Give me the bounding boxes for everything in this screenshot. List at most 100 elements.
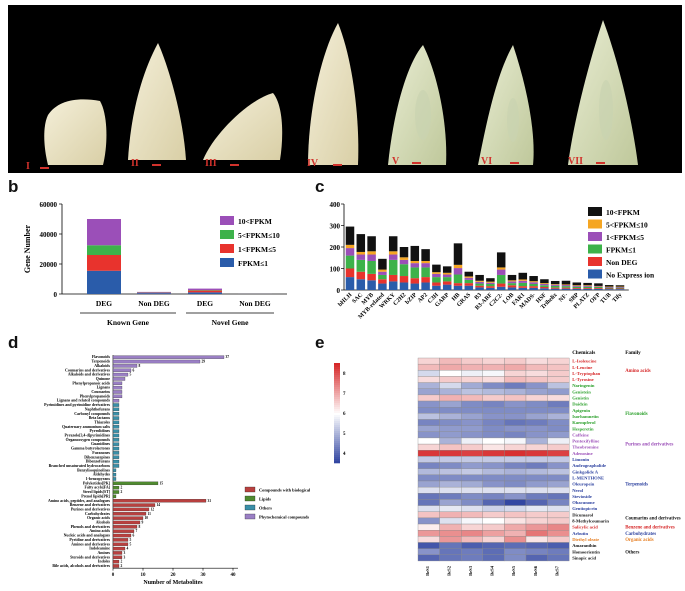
- e-cell: [461, 486, 483, 494]
- e-cell: [504, 511, 527, 519]
- d-category-label: Organooxygen compounds: [66, 438, 111, 442]
- e-scale-segment: [334, 369, 340, 372]
- e-scale-segment: [334, 367, 340, 370]
- d-xtick-label: 30: [201, 573, 207, 578]
- b-group-novel: Novel Gene: [212, 318, 250, 327]
- e-cell: [547, 468, 570, 476]
- c-bar-10<FPKM: [453, 243, 463, 265]
- e-cell: [482, 548, 505, 555]
- e-cell: [461, 462, 483, 469]
- e-cell: [525, 499, 548, 506]
- d-bar: [112, 429, 120, 433]
- e-row-label: L-MENTHONE: [572, 475, 604, 480]
- c-bar-5<FPKM≤10: [475, 280, 484, 282]
- d-bar: [112, 403, 120, 407]
- b-bar-FPKM≤1: [137, 293, 171, 294]
- c-bar-10<FPKM: [604, 285, 614, 287]
- d-xtick-label: 10: [141, 573, 147, 578]
- c-ytick-label: 200: [330, 244, 341, 252]
- b-ytick-label: 60000: [40, 201, 58, 209]
- d-bar: [112, 520, 141, 525]
- e-cell: [547, 357, 570, 365]
- b-group-known: Known Gene: [107, 318, 150, 327]
- d-category-label: Amino acids: [89, 529, 110, 533]
- c-bar-5<FPKM≤10: [399, 257, 409, 260]
- d-category-label: Indoles: [98, 560, 111, 564]
- c-bar-5<FPKM≤10: [345, 244, 355, 249]
- e-cell: [525, 376, 548, 383]
- c-bar-5<FPKM≤10: [518, 279, 528, 281]
- c-bar-Non DEG: [421, 277, 430, 283]
- e-cell: [439, 388, 462, 396]
- e-scale-segment: [334, 429, 340, 432]
- e-cell: [525, 542, 548, 549]
- panel-label-b: b: [8, 177, 19, 196]
- c-bar-1<FPKM≤5: [421, 263, 430, 268]
- d-bar: [112, 546, 126, 551]
- panel-label-c: c: [315, 177, 325, 196]
- e-cell: [504, 437, 527, 445]
- e-row-label: Oleuropein: [572, 482, 595, 487]
- b-ytick-label: 20000: [40, 261, 58, 269]
- e-scale-segment: [334, 403, 340, 406]
- e-scale-segment: [334, 423, 340, 426]
- e-cell: [525, 462, 548, 469]
- b-bar-10<FPKM: [137, 291, 171, 293]
- d-category-label: Furanones: [92, 451, 110, 455]
- c-bar-FPKM≤1: [540, 285, 549, 287]
- e-cell: [504, 382, 527, 389]
- c-bar-FPKM≤1: [356, 259, 366, 272]
- d-bar: [112, 559, 120, 564]
- e-cell: [547, 425, 570, 432]
- d-category-label: Purines and derivatives: [71, 507, 111, 511]
- scale-bar-1: [40, 167, 49, 169]
- c-bar-FPKM≤1: [486, 283, 495, 287]
- d-bar: [112, 468, 117, 472]
- d-xtick-label: 40: [231, 573, 237, 578]
- c-bar-10<FPKM: [594, 283, 603, 286]
- c-bar-10<FPKM: [583, 282, 592, 286]
- e-cell: [547, 437, 570, 445]
- c-bar-No Express ion: [572, 288, 582, 290]
- e-cell: [439, 542, 462, 549]
- c-bar-Non DEG: [464, 283, 474, 286]
- e-scale-segment: [334, 443, 340, 446]
- c-xtick-label: NF-: [558, 292, 569, 303]
- d-value-label: 11: [148, 512, 152, 516]
- e-scale-segment: [334, 373, 340, 376]
- e-row-label: L-Tyrosine: [572, 377, 594, 382]
- e-cell: [461, 407, 483, 414]
- e-cell: [547, 511, 570, 519]
- e-cell: [461, 493, 483, 500]
- b-bar-10<FPKM: [188, 288, 222, 291]
- e-row-label: L-Isoleucine: [572, 359, 596, 364]
- e-cell: [525, 425, 548, 432]
- e-cell: [439, 480, 462, 488]
- e-row-label: Homoorientin: [572, 549, 600, 554]
- c-bar-1<FPKM≤5: [604, 286, 614, 288]
- e-scale-tick: 6: [343, 412, 346, 417]
- d-bar: [112, 412, 120, 416]
- e-cell: [417, 394, 440, 402]
- e-cell: [482, 530, 505, 537]
- e-cell: [461, 468, 483, 476]
- e-cell: [547, 523, 570, 531]
- e-scale-tick: 7: [343, 392, 346, 397]
- e-cell: [461, 431, 483, 439]
- e-cell: [461, 376, 483, 383]
- d-bar: [112, 425, 120, 429]
- d-value-label: 10: [145, 516, 149, 520]
- c-legend-label: Non DEG: [606, 258, 638, 267]
- e-row-label: Hesperetin: [572, 426, 594, 431]
- c-bar-1<FPKM≤5: [540, 283, 549, 286]
- e-cell: [417, 388, 440, 396]
- d-value-label: 5: [130, 373, 132, 377]
- scale-bar-6: [510, 162, 519, 164]
- c-bar-5<FPKM≤10: [378, 269, 387, 272]
- c-bar-5<FPKM≤10: [561, 284, 571, 286]
- c-bar-1<FPKM≤5: [464, 277, 474, 280]
- e-cell: [504, 388, 527, 396]
- c-bar-FPKM≤1: [378, 274, 387, 280]
- d-category-label: Terpenoids: [92, 360, 111, 364]
- d-category-label: 1-benzopyrans: [86, 477, 111, 481]
